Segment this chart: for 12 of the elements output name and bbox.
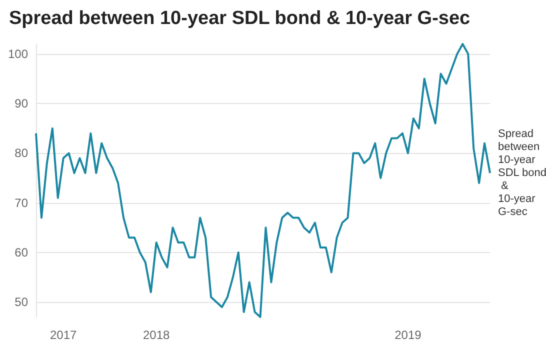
chart-title: Spread between 10-year SDL bond & 10-year G-sec	[9, 8, 471, 29]
x-tick-label: 2018	[142, 328, 170, 342]
y-tick-label: 60	[14, 245, 28, 260]
x-tick-label: 2017	[50, 328, 78, 342]
y-tick-label: 90	[14, 96, 28, 111]
x-tick-label: 2019	[394, 328, 422, 342]
y-tick-label: 100	[8, 46, 28, 61]
line-series	[35, 43, 491, 318]
y-tick-label: 80	[14, 146, 28, 160]
y-tick-label: 70	[14, 196, 28, 210]
y-tick-label: 50	[14, 295, 28, 310]
series-label: Spread between 10-year SDL bond & 10-year G-sec	[498, 128, 546, 218]
